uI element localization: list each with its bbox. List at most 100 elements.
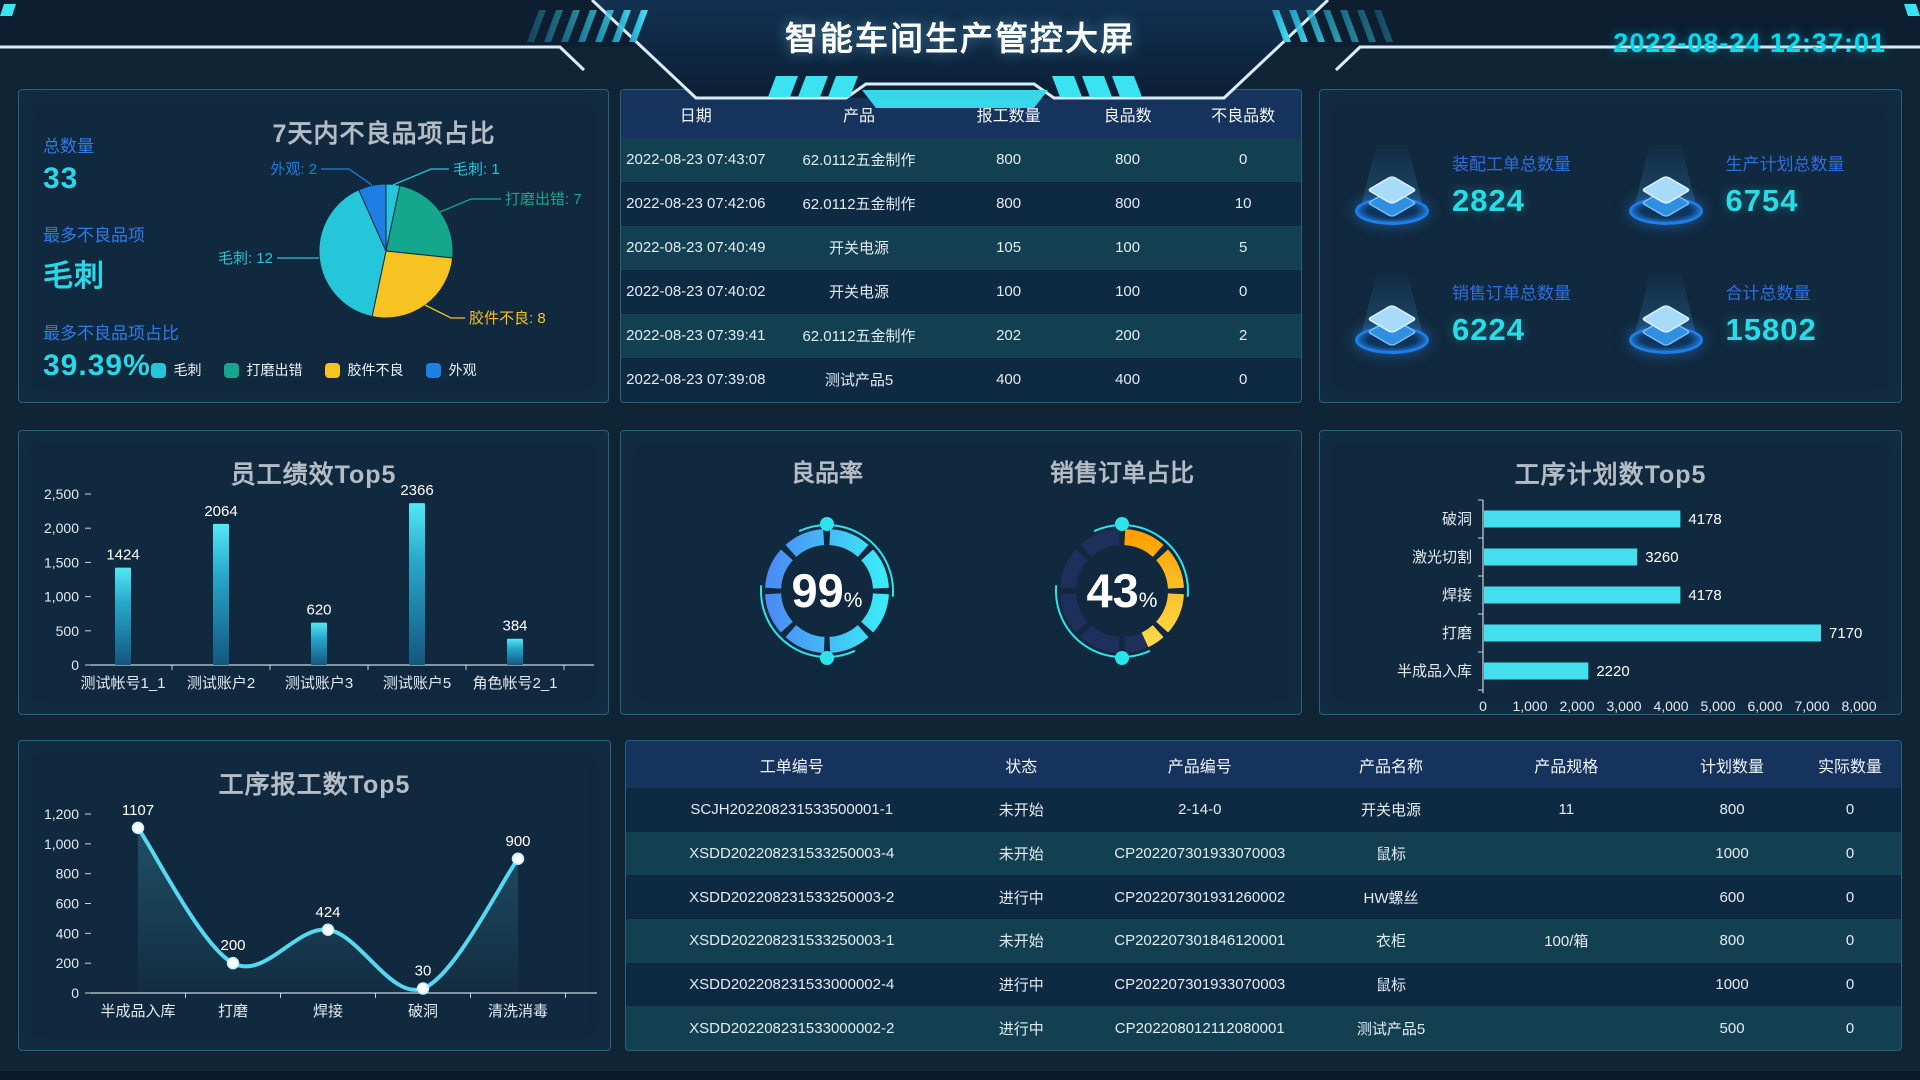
- table-cell: 1000: [1715, 845, 1749, 863]
- process-report-line-chart: 0 200 400 600 800 1,000 1,200 1107 半成品入库 200 打磨 424…: [44, 802, 597, 1020]
- table-cell: 62.0112五金制作: [802, 152, 916, 170]
- stat-label: 最多不良品项占比: [43, 324, 179, 343]
- gauge-value: 99%: [792, 564, 863, 617]
- table-row: XSDD202208231533250003-4 未开始 CP20220730193…: [626, 831, 1901, 876]
- bar: [311, 622, 327, 665]
- table-cell: 0: [1845, 845, 1855, 863]
- table-cell: 0: [1845, 932, 1855, 950]
- table-cell: 100: [996, 283, 1022, 301]
- stat-card-assembly-orders: 装配工单总数量 2824: [1348, 120, 1622, 249]
- table-row: 2022-08-23 07:39:41 62.0112五金制作 202 200 2: [621, 313, 1301, 358]
- table-cell: 200: [1115, 327, 1141, 345]
- table-cell: HW螺丝: [1363, 889, 1419, 907]
- category-label: 角色帐号2_1: [472, 675, 557, 692]
- table-cell: 未开始: [998, 933, 1044, 951]
- card-value: 15802: [1725, 312, 1817, 347]
- table-cell: 测试产品5: [1356, 1020, 1426, 1038]
- svg-text:2064: 2064: [204, 503, 237, 520]
- card-value: 6224: [1452, 312, 1525, 347]
- svg-text:2220: 2220: [1596, 663, 1629, 680]
- table-cell: 进行中: [998, 977, 1044, 995]
- report-table: 日期 产品 报工数量 良品数 不良品数 2022-08-23 07:43:07 62.011…: [621, 90, 1301, 402]
- table-cell: 0: [1239, 283, 1248, 301]
- legend-swatch: [223, 362, 239, 378]
- yield-gauge-title: 良品率: [791, 460, 863, 487]
- table-cell: 2022-08-23 07:40:02: [626, 283, 766, 301]
- table-cell: 800: [1115, 151, 1141, 169]
- slash-decoration-left: [527, 10, 648, 42]
- table-cell: 1000: [1715, 976, 1749, 994]
- stack-icon: [1348, 273, 1436, 354]
- legend-item[interactable]: 外观: [425, 360, 477, 380]
- svg-text:620: 620: [306, 602, 331, 619]
- table-cell: 10: [1234, 195, 1252, 213]
- stack-icon: [1622, 273, 1710, 354]
- table-cell: 5: [1239, 239, 1248, 257]
- svg-text:1,000: 1,000: [44, 589, 79, 605]
- category-label: 测试账户3: [285, 675, 353, 692]
- page-title: 智能车间生产管控大屏: [785, 20, 1135, 57]
- defect-panel-title: 7天内不良品项占比: [272, 120, 496, 148]
- table-cell: 0: [1239, 371, 1248, 389]
- legend-swatch: [324, 362, 340, 378]
- category-label: 半成品入库: [1397, 663, 1472, 680]
- table-cell: SCJH202208231533500001-1: [690, 801, 894, 819]
- svg-text:2,000: 2,000: [44, 520, 79, 536]
- bar: [1484, 510, 1681, 528]
- column-header: 不良品数: [1211, 107, 1276, 125]
- stat-card-total: 合计总数量 15802: [1622, 249, 1896, 378]
- category-label: 清洗消毒: [488, 1003, 548, 1020]
- table-cell: 800: [1719, 932, 1745, 950]
- svg-text:1,000: 1,000: [1512, 698, 1547, 714]
- category-label: 测试账户5: [383, 675, 451, 692]
- column-header: 日期: [679, 107, 712, 125]
- svg-text:7170: 7170: [1829, 625, 1862, 642]
- svg-text:384: 384: [502, 618, 527, 635]
- stat-cards-panel: 装配工单总数量 2824 生产计划总数量 6754 销售订单总数量 6224 合…: [1319, 89, 1902, 403]
- defect-pie-chart: 毛刺: 1 打磨出错: 7 胶件不良: 8 毛刺: 12 外观: 2: [218, 161, 582, 327]
- pie-legend: 毛刺 打磨出错 胶件不良 外观: [19, 360, 608, 380]
- legend-item[interactable]: 毛刺: [150, 360, 202, 380]
- defect-ratio-panel: 7天内不良品项占比 总数量 33 最多不良品项 毛刺 最多不良品项占比 39.3…: [18, 89, 609, 403]
- table-cell: 2: [1239, 327, 1248, 345]
- table-cell: 进行中: [998, 1020, 1044, 1038]
- svg-text:0: 0: [1479, 698, 1487, 714]
- svg-text:600: 600: [56, 896, 80, 912]
- table-cell: 800: [996, 195, 1022, 213]
- column-header: 产品规格: [1534, 758, 1599, 776]
- gauge-value: 43%: [1087, 564, 1158, 617]
- bar: [1484, 586, 1681, 604]
- svg-text:1,500: 1,500: [44, 554, 79, 570]
- bar: [1484, 624, 1821, 642]
- table-cell: 2022-08-23 07:42:06: [626, 195, 766, 213]
- table-cell: CP202207301931260002: [1114, 888, 1286, 906]
- legend-item[interactable]: 打磨出错: [223, 360, 303, 380]
- svg-text:3260: 3260: [1645, 549, 1678, 566]
- table-cell: 105: [996, 239, 1022, 257]
- pie-callout-label: 胶件不良: 8: [469, 310, 546, 327]
- gauges-panel: 良品率 销售订单占比 99% 43%: [620, 430, 1302, 715]
- table-row: 2022-08-23 07:39:08 测试产品5 400 400 0: [621, 357, 1301, 402]
- table-cell: 100: [1115, 239, 1141, 257]
- category-label: 激光切割: [1412, 549, 1472, 566]
- category-label: 破洞: [408, 1003, 438, 1020]
- table-row: XSDD202208231533000002-4 进行中 CP20220730193…: [626, 962, 1901, 1007]
- data-point: [416, 982, 430, 995]
- svg-text:4,000: 4,000: [1653, 698, 1688, 714]
- gauge-charts: 99% 43%: [760, 517, 1189, 665]
- table-row: 2022-08-23 07:40:49 开关电源 105 100 5: [621, 225, 1301, 270]
- svg-text:200: 200: [56, 955, 80, 971]
- legend-label: 外观: [448, 362, 477, 378]
- table-cell: XSDD202208231533250003-2: [689, 888, 895, 906]
- table-header-row: 日期 产品 报工数量 良品数 不良品数: [621, 90, 1301, 138]
- stat-label: 总数量: [43, 137, 94, 156]
- svg-text:2366: 2366: [400, 482, 433, 499]
- table-cell: 600: [1719, 888, 1745, 906]
- table-header-row: 工单编号 状态 产品编号 产品名称 产品规格 计划数量 实际数量: [626, 741, 1901, 789]
- performance-panel-title: 员工绩效Top5: [230, 461, 397, 489]
- column-header: 产品名称: [1358, 758, 1423, 776]
- legend-item[interactable]: 胶件不良: [324, 360, 404, 380]
- svg-text:1107: 1107: [122, 802, 154, 819]
- table-cell: CP202207301933070003: [1114, 845, 1286, 863]
- svg-text:500: 500: [56, 623, 80, 639]
